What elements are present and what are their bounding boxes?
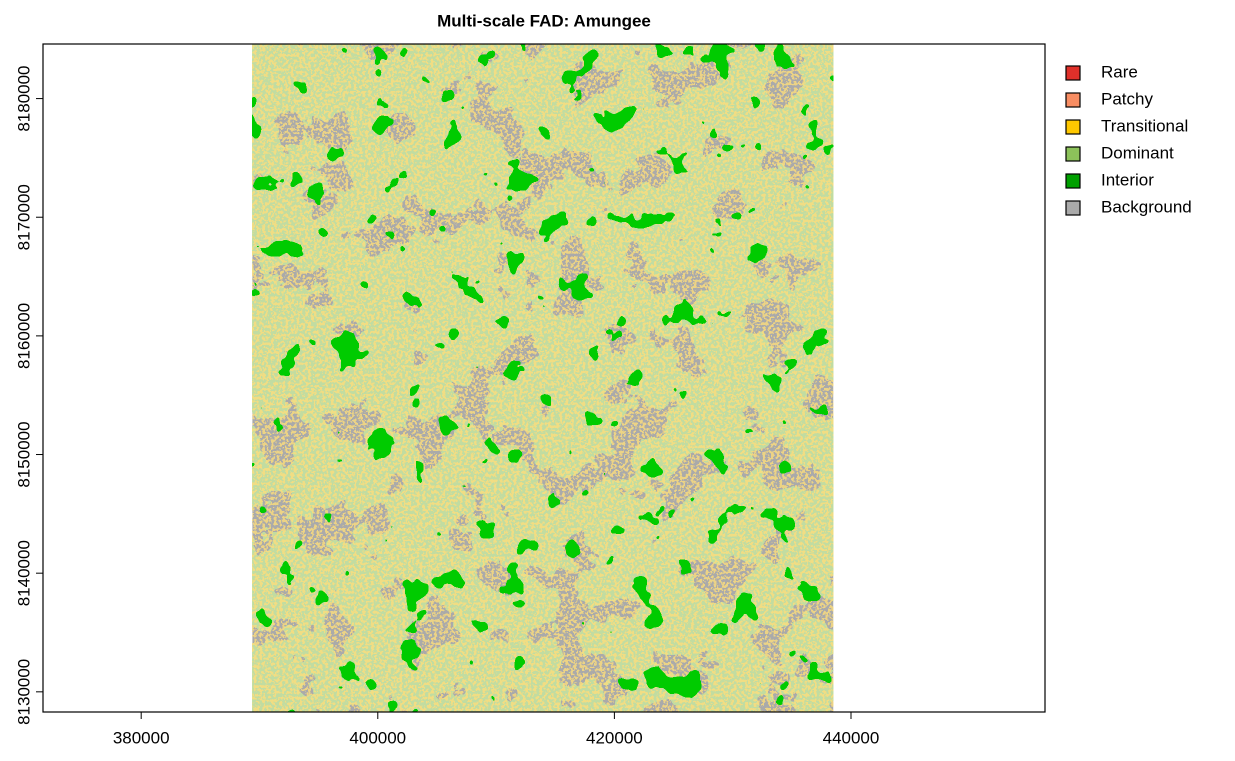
legend-swatch: [1066, 174, 1080, 188]
legend-label: Patchy: [1101, 89, 1153, 108]
chart-title: Multi-scale FAD: Amungee: [437, 11, 651, 30]
legend-swatch: [1066, 66, 1080, 80]
y-tick-label: 8130000: [14, 659, 33, 725]
legend-swatch: [1066, 120, 1080, 134]
texture: [252, 44, 833, 712]
x-tick-label: 380000: [113, 728, 170, 747]
legend-swatch: [1066, 93, 1080, 107]
legend-swatch: [1066, 147, 1080, 161]
legend-label: Background: [1101, 197, 1192, 216]
plot-area: [252, 44, 833, 712]
legend-swatch: [1066, 201, 1080, 215]
legend: Rare Patchy Transitional Dominant Interior Ba…: [1066, 62, 1192, 216]
x-tick-label: 400000: [349, 728, 406, 747]
chart: Multi-scale FAD: Amungee Rare Patchy Trans…: [0, 0, 1235, 756]
legend-label: Transitional: [1101, 116, 1188, 135]
y-tick-label: 8160000: [14, 303, 33, 369]
legend-label: Dominant: [1101, 143, 1174, 162]
y-tick-label: 8170000: [14, 184, 33, 250]
x-tick-label: 440000: [823, 728, 880, 747]
y-tick-label: 8150000: [14, 421, 33, 487]
legend-label: Rare: [1101, 62, 1138, 81]
y-tick-label: 8140000: [14, 540, 33, 606]
legend-label: Interior: [1101, 170, 1154, 189]
x-tick-label: 420000: [586, 728, 643, 747]
y-tick-label: 8180000: [14, 65, 33, 131]
